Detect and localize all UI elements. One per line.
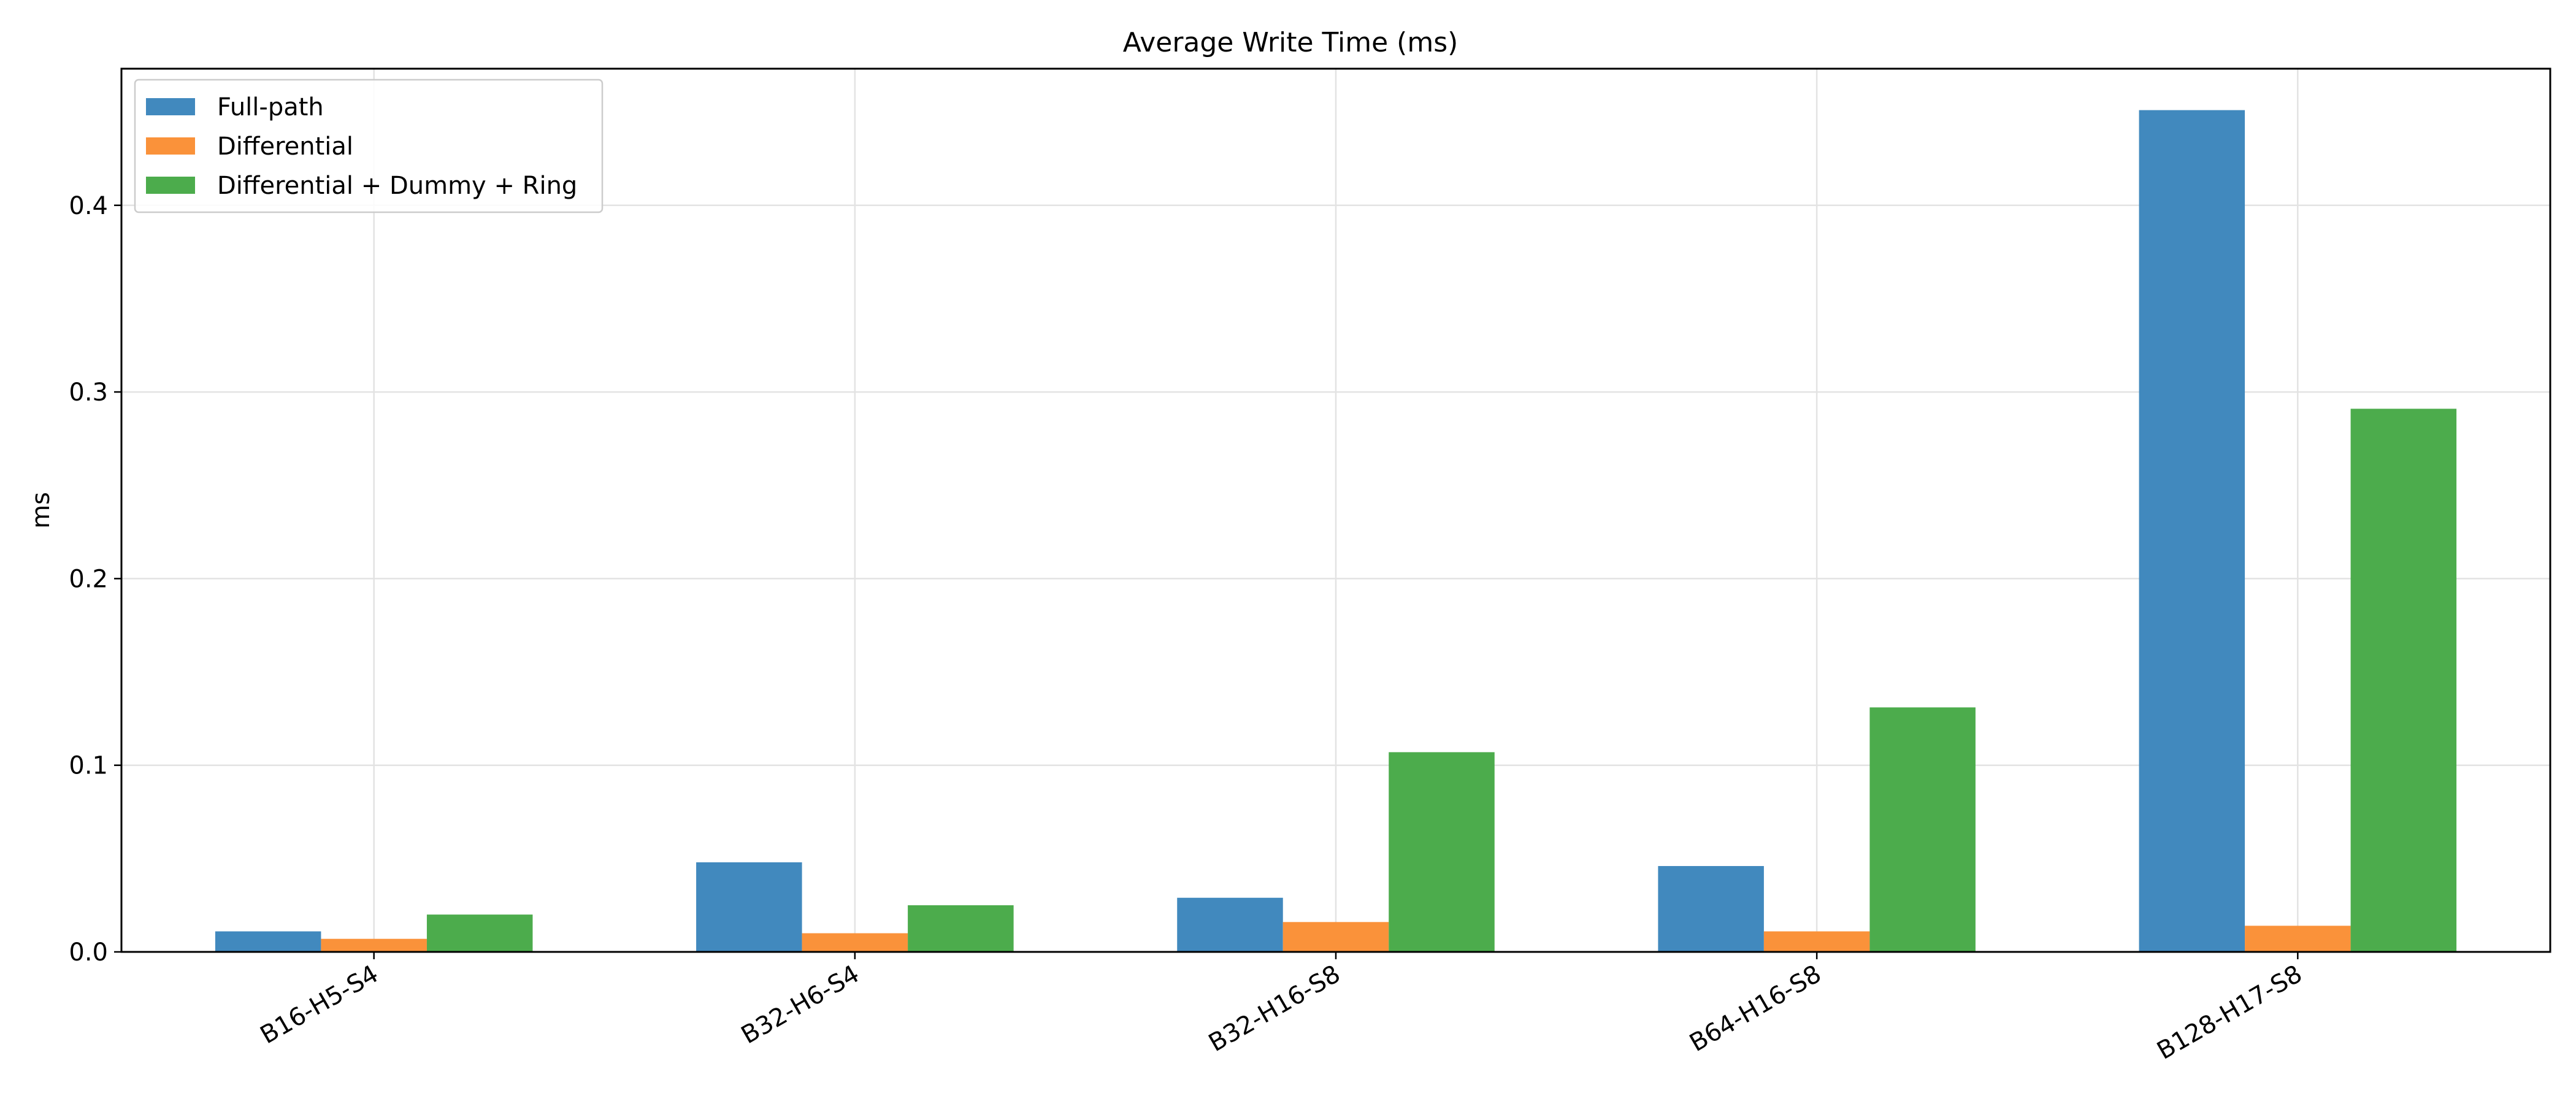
bar xyxy=(1389,752,1495,952)
chart-title: Average Write Time (ms) xyxy=(1123,27,1459,58)
legend-swatch xyxy=(146,98,195,115)
x-tick-label: B32-H16-S8 xyxy=(1204,960,1345,1057)
y-tick-label: 0.1 xyxy=(69,752,108,780)
bar xyxy=(1282,922,1389,952)
bar xyxy=(908,905,1014,952)
legend-label: Differential + Dummy + Ring xyxy=(217,172,577,200)
legend-label: Differential xyxy=(217,132,353,161)
bar xyxy=(802,933,908,952)
bar xyxy=(696,862,802,952)
bar xyxy=(1658,866,1764,952)
y-tick-label: 0.2 xyxy=(69,565,108,593)
y-tick-label: 0.4 xyxy=(69,192,108,220)
bar xyxy=(321,938,427,952)
bar xyxy=(2139,110,2245,953)
bar xyxy=(1869,707,1976,952)
legend-swatch xyxy=(146,137,195,155)
y-axis-label: ms xyxy=(27,492,55,529)
bar xyxy=(2350,408,2457,952)
bar xyxy=(426,914,533,952)
legend-label: Full-path xyxy=(217,93,324,121)
bar xyxy=(1177,897,1283,952)
x-tick-label: B16-H5-S4 xyxy=(256,960,383,1050)
bar xyxy=(1763,931,1870,952)
legend-frame xyxy=(134,79,604,213)
legend: Full-path Differential Differential + Dumm… xyxy=(134,79,604,213)
bar xyxy=(215,931,321,952)
x-tick-label: B32-H6-S4 xyxy=(737,960,864,1050)
y-tick-label: 0.0 xyxy=(69,938,108,967)
y-tick-label: 0.3 xyxy=(69,378,108,407)
x-tick-label: B128-H17-S8 xyxy=(2152,960,2307,1065)
bar xyxy=(2245,926,2351,952)
x-tick-label: B64-H16-S8 xyxy=(1685,960,1826,1057)
legend-swatch xyxy=(146,177,195,194)
bars xyxy=(215,110,2457,953)
